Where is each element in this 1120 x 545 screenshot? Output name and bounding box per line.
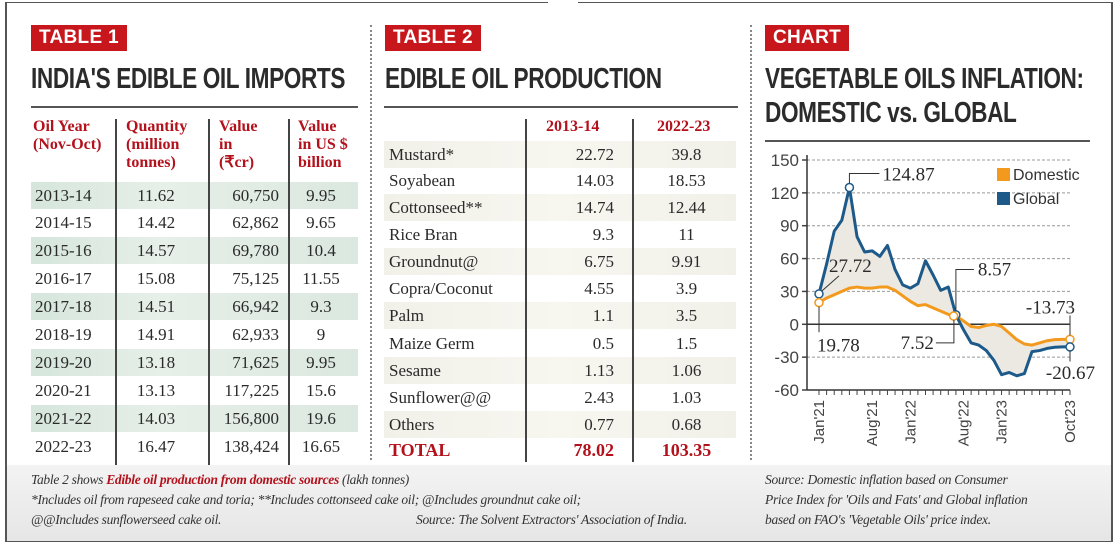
table2-header-2022-23: 2022-23	[657, 118, 711, 135]
annotation-domestic-crossover: 7.52	[901, 333, 934, 354]
legend-label-global: Global	[1013, 191, 1059, 208]
data-point-marker	[844, 182, 855, 193]
table-row: Rice Bran 9.3 11	[389, 225, 695, 244]
series-domestic-line	[818, 285, 1070, 347]
table-row: 2016-17 15.08 75,125 11.55	[35, 269, 340, 288]
table1-column-line	[288, 119, 290, 465]
table-row: Others 0.77 0.68	[384, 411, 736, 438]
x-tick-label: Oct'23	[1062, 400, 1079, 443]
table1-column-line	[115, 119, 117, 465]
series-global-line	[817, 186, 1070, 378]
table2-rule	[384, 106, 738, 108]
x-tick-label: Jan'23	[994, 400, 1011, 444]
table1-rule	[31, 106, 358, 108]
data-point-marker	[948, 311, 959, 321]
table2-column-line	[525, 119, 527, 462]
leader-line	[935, 320, 955, 344]
leader-line	[848, 173, 880, 184]
chart-source-line2: Price Index for 'Oils and Fats' and Glob…	[765, 492, 1028, 507]
footnote-definitions-2: @@Includes sunflowerseed cake oil.	[31, 512, 222, 527]
annotation-global-end: -20.67	[1046, 363, 1095, 384]
column-divider	[370, 25, 372, 460]
table-row: 2015-16 14.57 69,780 10.4	[31, 237, 358, 264]
table-row: 2022-23 16.47 138,424 16.65	[35, 437, 341, 456]
x-tick-label: Aug'21	[864, 400, 881, 446]
legend-swatch-global	[997, 192, 1010, 205]
table-row: 2013-14 11.62 60,750 9.95	[31, 182, 358, 209]
table-row: Soyabean 14.03 18.53	[389, 171, 706, 190]
column-divider	[750, 25, 752, 460]
legend-swatch-domestic	[997, 168, 1010, 181]
legend-label-domestic: Domestic	[1013, 167, 1080, 184]
y-tick-label: 60	[780, 250, 799, 269]
annotation-global-start: 27.72	[829, 256, 872, 277]
y-tick-label: 0	[790, 315, 799, 334]
table-row: Copra/Coconut 4.55 3.9	[389, 279, 698, 298]
annotation-global-crossover: 8.57	[978, 260, 1011, 281]
table-row: 2014-15 14.42 62,862 9.65	[35, 213, 336, 232]
x-tick-label: Aug'22	[956, 400, 973, 446]
data-point-marker	[814, 289, 824, 299]
table2-note: Table 2 shows Edible oil production from…	[31, 472, 409, 487]
table-row: Palm 1.1 3.5	[384, 302, 736, 329]
table2-tag: TABLE 2	[385, 25, 481, 51]
y-tick-label: 30	[780, 282, 799, 301]
y-tick-label: -60	[774, 381, 799, 400]
table-row: 2021-22 14.03 156,800 19.6	[31, 405, 358, 432]
gap-area	[819, 187, 1070, 376]
data-point-marker	[1065, 342, 1075, 352]
table1-header-year: Oil Year (Nov-Oct)	[33, 118, 102, 153]
chart-title-line1: VEGETABLE OILS INFLATION:	[765, 63, 1084, 95]
table1-title: INDIA'S EDIBLE OIL IMPORTS	[31, 63, 346, 95]
table1-header-value-usd: Value in US $ billion	[298, 118, 348, 171]
table-row: 2017-18 14.51 66,942 9.3	[31, 293, 358, 320]
chart-source-line1: Source: Domestic inflation based on Cons…	[765, 472, 1008, 487]
table-row: Mustard* 22.72 39.8	[384, 141, 736, 168]
x-tick-label: Jan'21	[811, 400, 828, 444]
table-source: Source: The Solvent Extractors' Associat…	[416, 512, 687, 527]
leader-line	[955, 269, 974, 311]
footnote-definitions: *Includes oil from rapeseed cake and tor…	[31, 492, 581, 507]
table2-title: EDIBLE OIL PRODUCTION	[385, 63, 662, 95]
inflation-line-chart: 150 120 90 60 30 0 -30 -60 Jan'21 Aug'21 Jan'22 Aug…	[771, 151, 1095, 446]
table-row: Sunflower@@ 2.43 1.03	[389, 388, 702, 407]
annotation-domestic-end: -13.73	[1026, 297, 1075, 318]
table1-header-value-inr: Value in (₹cr)	[219, 118, 258, 171]
annotation-peak: 124.87	[882, 165, 934, 186]
table-row: Cottonseed** 14.74 12.44	[384, 194, 736, 221]
data-point-marker	[1065, 334, 1075, 345]
chart-source-line3: based on FAO's 'Vegetable Oils' price in…	[765, 512, 991, 527]
footnote-band	[7, 465, 1111, 541]
table-total-row: TOTAL 78.02 103.35	[389, 440, 712, 460]
table-row: Groundnut@ 6.75 9.91	[384, 248, 736, 275]
y-tick-label: 120	[771, 184, 799, 203]
table-row: 2018-19 14.91 62,933 9	[35, 325, 326, 344]
y-tick-label: 90	[780, 217, 799, 236]
chart-tag: CHART	[765, 25, 849, 51]
table1-column-line	[208, 119, 210, 465]
table1-tag: TABLE 1	[31, 25, 127, 51]
chart-title-line2: DOMESTIC vs. GLOBAL	[765, 97, 1017, 129]
y-tick-label: 150	[771, 151, 799, 170]
table2-header-2013-14: 2013-14	[546, 118, 600, 135]
table2-column-line	[632, 119, 634, 462]
table1-header-quantity: Quantity (million tonnes)	[126, 118, 188, 171]
data-point-marker	[814, 297, 824, 308]
chart-rule	[765, 140, 1090, 142]
table-row: 2019-20 13.18 71,625 9.95	[31, 349, 358, 376]
table-row: Maize Germ 0.5 1.5	[389, 334, 698, 353]
x-tick-label: Jan'22	[902, 400, 919, 444]
table-row: Sesame 1.13 1.06	[384, 357, 736, 384]
table-row: 2020-21 13.13 117,225 15.6	[35, 381, 336, 400]
leader-line	[821, 275, 840, 292]
y-tick-label: -30	[774, 348, 799, 367]
annotation-domestic-start: 19.78	[817, 335, 860, 356]
